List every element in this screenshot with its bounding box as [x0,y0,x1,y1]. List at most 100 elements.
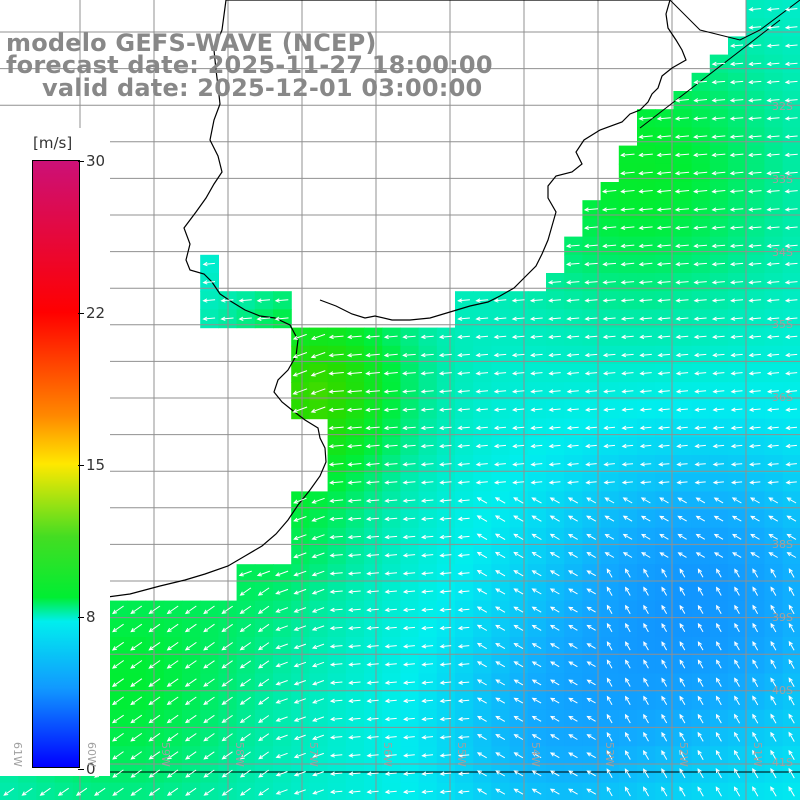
wind-arrow [770,695,777,706]
wind-arrow [770,604,777,615]
wind-arrow [712,480,724,485]
wind-arrow [656,189,671,194]
wind-arrow [421,644,434,649]
wind-arrow [402,443,416,449]
wind-arrow [531,588,542,595]
wind-arrow [586,697,596,704]
wind-arrow [457,352,470,358]
wind-arrow [384,644,397,649]
wind-arrow [638,207,653,212]
wind-arrow [495,643,506,650]
wind-arrow [747,170,762,176]
wind-arrow [202,298,216,303]
wind-arrow [770,568,777,578]
wind-arrow [402,680,415,685]
latitude-label: 33S [772,173,793,186]
wind-arrow [439,680,452,685]
wind-arrow [512,407,525,412]
wind-arrow [643,677,649,687]
colorbar-unit-label: [m/s] [33,134,73,152]
wind-arrow [768,552,778,558]
wind-arrow [495,570,506,577]
wind-arrow [493,298,507,303]
lagoon-outline [669,0,800,41]
wind-arrow [752,659,759,669]
wind-arrow [766,298,780,303]
wind-arrow [566,298,580,303]
wind-arrow [221,605,233,614]
wind-arrow [712,462,725,467]
wind-arrow [329,698,343,704]
wind-arrow [676,462,688,467]
wind-arrow [402,607,416,613]
wind-arrow [711,243,726,249]
wind-arrow [457,425,470,431]
wind-arrow [166,623,179,633]
wind-arrow [606,641,613,651]
wind-arrow [766,189,780,194]
wind-arrow [603,425,616,431]
wind-arrow [784,243,798,249]
wind-arrow [766,134,780,139]
wind-arrow [513,533,524,540]
wind-arrow [730,462,743,467]
colorbar-tick-mark [78,769,84,770]
wind-arrow [457,698,470,704]
wind-arrow [657,334,671,340]
wind-arrow [788,586,795,596]
wind-arrow [420,498,434,503]
wind-arrow [148,714,161,724]
wind-arrow [679,659,686,669]
wind-arrow [732,533,742,540]
wind-arrow [475,443,488,449]
wind-arrow [493,389,507,394]
wind-arrow [365,480,380,485]
wind-arrow [711,298,725,303]
wind-arrow [770,586,777,596]
wind-arrow [658,462,670,467]
longitude-label: 60W [85,742,98,767]
wind-arrow [586,515,597,522]
wind-arrow [457,443,470,449]
wind-arrow [748,79,762,85]
wind-arrow [184,696,197,706]
wind-arrow [711,116,726,121]
latitude-label: 39S [772,611,793,624]
wind-arrow [624,568,631,578]
wind-arrow [602,280,616,285]
wind-arrow [620,189,635,194]
wind-arrow [712,407,725,412]
wind-arrow [788,677,795,688]
wind-arrow [531,515,542,522]
wind-arrow [711,170,726,176]
wind-arrow [166,714,179,724]
wind-arrow [457,389,470,394]
wind-arrow [348,662,361,667]
wind-arrow [347,516,362,522]
wind-arrow [766,334,780,340]
wind-arrow [384,698,397,704]
wind-arrow [679,586,686,596]
wind-arrow [643,586,649,596]
wind-arrow [585,480,597,485]
wind-arrow [457,553,470,558]
wind-arrow [657,407,670,412]
wind-arrow [693,170,708,176]
wind-arrow [693,98,708,103]
wind-arrow [130,714,143,724]
wind-arrow [420,480,434,485]
wind-arrow [530,371,543,376]
wind-arrow [768,515,779,522]
wind-arrow [421,662,434,667]
wind-arrow [730,425,743,431]
wind-arrow [402,589,416,594]
wind-arrow [457,625,470,631]
wind-arrow [748,116,762,121]
wind-arrow [784,207,798,212]
wind-arrow [403,716,415,722]
wind-arrow [384,480,398,485]
wind-arrow [549,515,560,522]
wind-arrow [621,480,633,485]
wind-arrow [602,371,616,376]
wind-arrow [239,623,252,633]
